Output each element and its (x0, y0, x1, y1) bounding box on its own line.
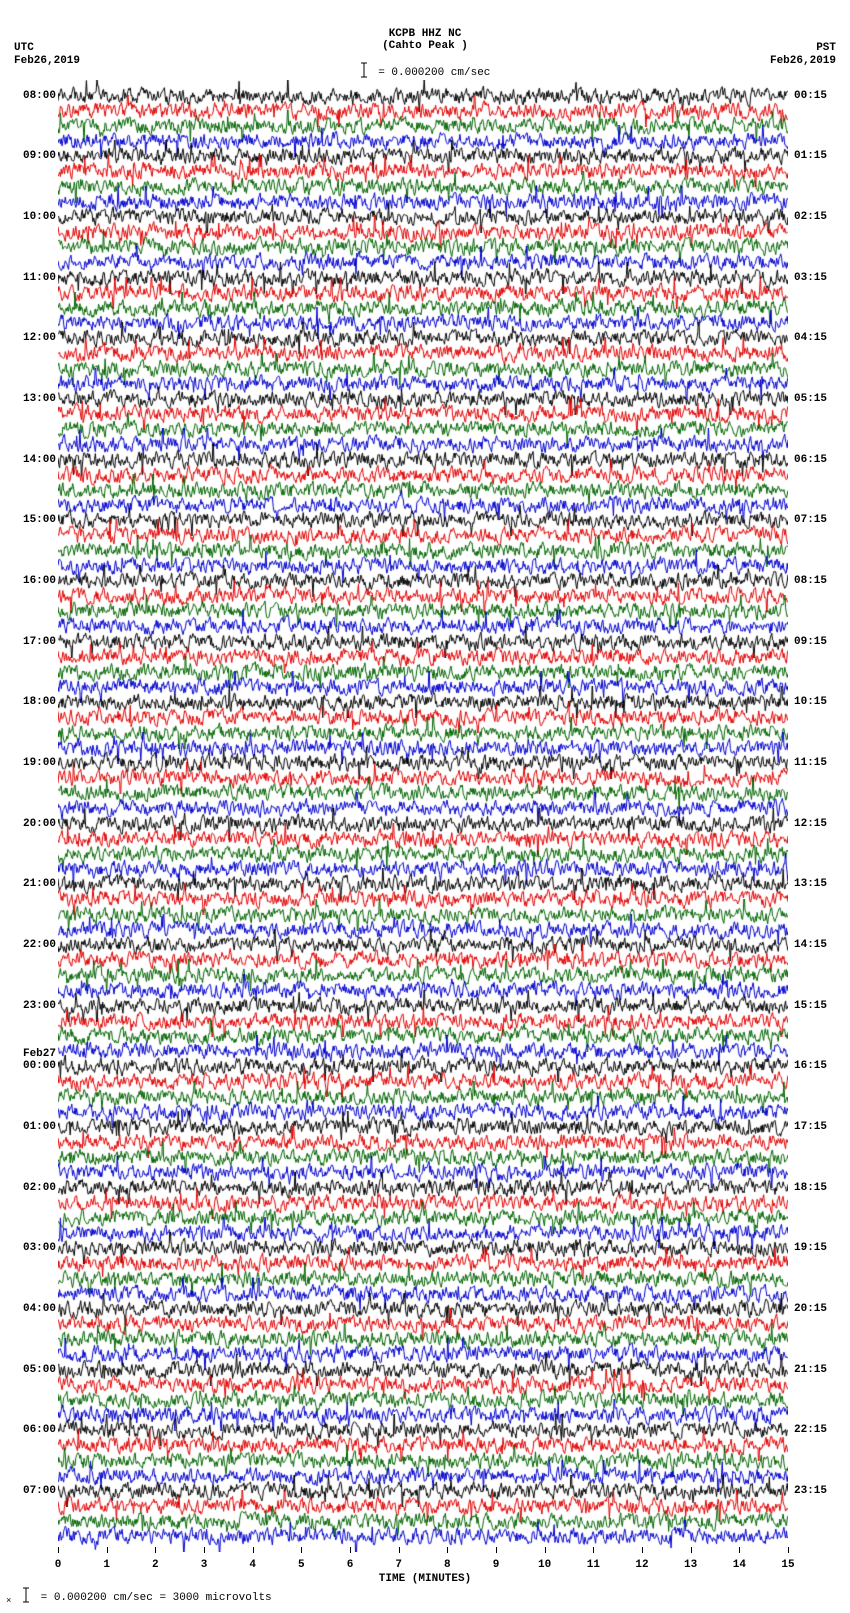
utc-hour-label: 11:00 (12, 272, 56, 284)
x-tick-label: 11 (587, 1559, 600, 1571)
utc-hour-label: 22:00 (12, 939, 56, 951)
scale-note-text: = 0.000200 cm/sec (378, 67, 490, 79)
x-tick (545, 1547, 546, 1553)
utc-hour-label: 06:00 (12, 1424, 56, 1436)
utc-hour-label: 16:00 (12, 575, 56, 587)
footer-scale: × = 0.000200 cm/sec = 3000 microvolts (6, 1587, 272, 1607)
utc-hour-label: 23:00 (12, 1000, 56, 1012)
pst-hour-label: 16:15 (794, 1060, 838, 1072)
pst-hour-label: 12:15 (794, 818, 838, 830)
x-tick (107, 1547, 108, 1553)
x-tick (691, 1547, 692, 1553)
x-tick (204, 1547, 205, 1553)
utc-hour-label: 01:00 (12, 1121, 56, 1133)
x-tick (788, 1547, 789, 1553)
pst-hour-label: 01:15 (794, 150, 838, 162)
x-tick (58, 1547, 59, 1553)
date-right-label: Feb26,2019 (770, 55, 836, 67)
x-tick-label: 9 (493, 1559, 500, 1571)
pst-hour-label: 05:15 (794, 393, 838, 405)
utc-hour-label: 20:00 (12, 818, 56, 830)
x-tick-label: 15 (781, 1559, 794, 1571)
tz-left-label: UTC (14, 42, 34, 54)
x-tick-label: 13 (684, 1559, 697, 1571)
helicorder-plot (58, 88, 788, 1544)
utc-hour-label: 13:00 (12, 393, 56, 405)
utc-hour-labels: 08:00 09:00 10:00 11:00 12:00 13:00 14:00 15:00… (12, 88, 56, 1544)
x-tick-label: 3 (201, 1559, 208, 1571)
utc-hour-label: 08:00 (12, 90, 56, 102)
utc-hour-label: 12:00 (12, 332, 56, 344)
pst-hour-label: 15:15 (794, 1000, 838, 1012)
x-tick (496, 1547, 497, 1553)
utc-hour-label: 02:00 (12, 1182, 56, 1194)
utc-hour-label: 19:00 (12, 757, 56, 769)
title-line1: KCPB HHZ NC (0, 28, 850, 40)
x-tick (739, 1547, 740, 1553)
pst-hour-label: 04:15 (794, 332, 838, 344)
pst-hour-label: 06:15 (794, 454, 838, 466)
pst-hour-labels: 00:15 01:15 02:15 03:15 04:15 05:15 06:15 07:15… (794, 88, 838, 1544)
pst-hour-label: 03:15 (794, 272, 838, 284)
pst-hour-label: 19:15 (794, 1242, 838, 1254)
utc-hour-label: 10:00 (12, 211, 56, 223)
x-tick-label: 12 (635, 1559, 648, 1571)
x-tick-label: 4 (249, 1559, 256, 1571)
pst-hour-label: 10:15 (794, 696, 838, 708)
x-tick (399, 1547, 400, 1553)
x-tick-label: 14 (733, 1559, 746, 1571)
x-tick-label: 2 (152, 1559, 159, 1571)
x-tick (593, 1547, 594, 1553)
date-left-label: Feb26,2019 (14, 55, 80, 67)
pst-hour-label: 22:15 (794, 1424, 838, 1436)
utc-hour-label: 04:00 (12, 1303, 56, 1315)
x-axis: 0123456789101112131415 (58, 1541, 788, 1571)
x-tick-label: 7 (395, 1559, 402, 1571)
pst-hour-label: 21:15 (794, 1364, 838, 1376)
utc-hour-label: 15:00 (12, 514, 56, 526)
utc-hour-label: 03:00 (12, 1242, 56, 1254)
x-tick (253, 1547, 254, 1553)
pst-hour-label: 00:15 (794, 90, 838, 102)
utc-hour-label: 09:00 (12, 150, 56, 162)
utc-hour-label: 07:00 (12, 1485, 56, 1497)
chart-title: KCPB HHZ NC (Cahto Peak ) (0, 28, 850, 52)
utc-hour-label: 14:00 (12, 454, 56, 466)
scale-bar-icon (22, 1587, 30, 1607)
utc-hour-label: 05:00 (12, 1364, 56, 1376)
x-tick-label: 1 (103, 1559, 110, 1571)
x-tick (301, 1547, 302, 1553)
pst-hour-label: 17:15 (794, 1121, 838, 1133)
pst-hour-label: 14:15 (794, 939, 838, 951)
utc-hour-label: 21:00 (12, 878, 56, 890)
pst-hour-label: 23:15 (794, 1485, 838, 1497)
utc-hour-label: 18:00 (12, 696, 56, 708)
x-tick-label: 6 (347, 1559, 354, 1571)
pst-hour-label: 11:15 (794, 757, 838, 769)
x-tick (447, 1547, 448, 1553)
x-tick-label: 10 (538, 1559, 551, 1571)
footer-text: = 0.000200 cm/sec = 3000 microvolts (41, 1592, 272, 1604)
pst-hour-label: 09:15 (794, 636, 838, 648)
pst-hour-label: 02:15 (794, 211, 838, 223)
x-axis-title: TIME (MINUTES) (0, 1573, 850, 1585)
pst-hour-label: 13:15 (794, 878, 838, 890)
pst-hour-label: 07:15 (794, 514, 838, 526)
x-tick (155, 1547, 156, 1553)
x-tick-label: 0 (55, 1559, 62, 1571)
x-tick-label: 5 (298, 1559, 305, 1571)
x-tick (642, 1547, 643, 1553)
utc-hour-label: 17:00 (12, 636, 56, 648)
tz-right-label: PST (816, 42, 836, 54)
utc-hour-label: 00:00 (12, 1060, 56, 1072)
day-change-marker: Feb27 (12, 1048, 56, 1060)
x-tick-label: 8 (444, 1559, 451, 1571)
pst-hour-label: 20:15 (794, 1303, 838, 1315)
x-tick (350, 1547, 351, 1553)
title-line2: (Cahto Peak ) (0, 40, 850, 52)
pst-hour-label: 18:15 (794, 1182, 838, 1194)
pst-hour-label: 08:15 (794, 575, 838, 587)
